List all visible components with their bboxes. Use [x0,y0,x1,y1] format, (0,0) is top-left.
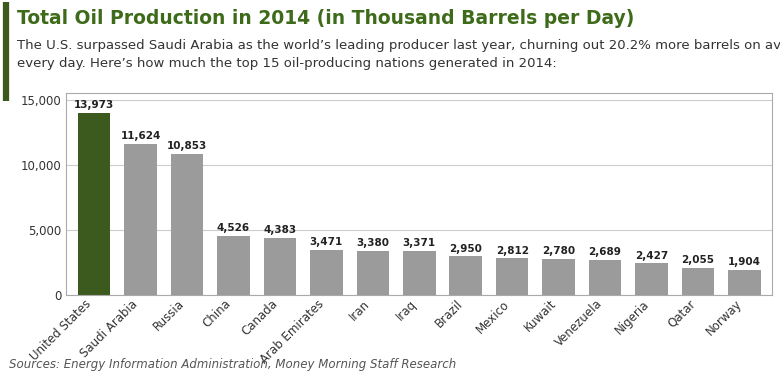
Bar [171,154,204,295]
Bar [264,238,296,295]
Text: The U.S. surpassed Saudi Arabia as the world’s leading producer last year, churn: The U.S. surpassed Saudi Arabia as the w… [17,39,780,70]
Bar [218,236,250,295]
Text: Total Oil Production in 2014 (in Thousand Barrels per Day): Total Oil Production in 2014 (in Thousan… [17,9,635,28]
Bar [496,258,528,295]
Bar [78,113,111,295]
Text: Sources: Energy Information Administration, Money Morning Staff Research: Sources: Energy Information Administrati… [9,358,456,371]
Text: 3,471: 3,471 [310,237,343,247]
Text: 2,427: 2,427 [635,251,668,260]
Bar [403,251,435,295]
Text: 13,973: 13,973 [74,100,115,110]
Text: 1,904: 1,904 [728,257,760,267]
Bar [356,251,389,295]
Bar [635,263,668,295]
Text: 2,689: 2,689 [589,247,622,257]
Text: 2,812: 2,812 [495,245,529,256]
Text: 2,780: 2,780 [542,246,575,256]
Text: 2,950: 2,950 [449,244,482,254]
Bar [589,260,621,295]
Text: 4,383: 4,383 [264,225,296,235]
Text: 10,853: 10,853 [167,141,207,151]
Text: 3,380: 3,380 [356,238,389,248]
Bar [542,258,575,295]
Text: 4,526: 4,526 [217,223,250,233]
Text: 2,055: 2,055 [682,256,714,265]
Bar [728,270,760,295]
Bar [310,250,342,295]
Text: 11,624: 11,624 [120,131,161,141]
Bar [124,144,157,295]
Bar [449,256,482,295]
Bar [682,268,714,295]
Text: 3,371: 3,371 [402,238,436,248]
